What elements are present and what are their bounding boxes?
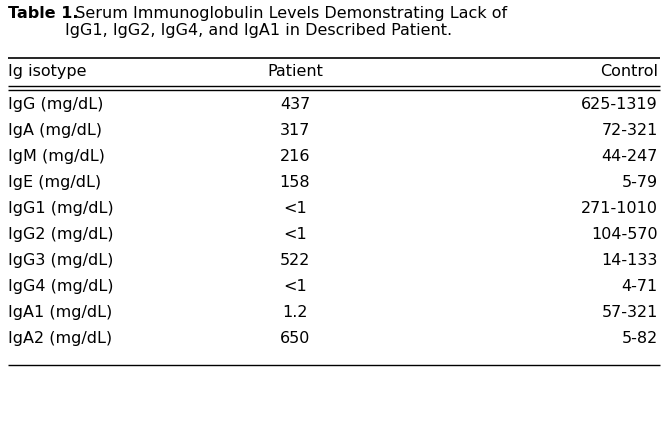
Text: IgG (mg/dL): IgG (mg/dL) [8, 97, 103, 112]
Text: IgE (mg/dL): IgE (mg/dL) [8, 175, 101, 190]
Text: 216: 216 [280, 149, 310, 164]
Text: Ig isotype: Ig isotype [8, 64, 86, 79]
Text: IgG4 (mg/dL): IgG4 (mg/dL) [8, 279, 113, 294]
Text: 5-79: 5-79 [622, 175, 658, 190]
Text: Control: Control [600, 64, 658, 79]
Text: Serum Immunoglobulin Levels Demonstrating Lack of
IgG1, IgG2, IgG4, and IgA1 in : Serum Immunoglobulin Levels Demonstratin… [65, 6, 507, 38]
Text: IgA (mg/dL): IgA (mg/dL) [8, 123, 102, 138]
Text: IgG1 (mg/dL): IgG1 (mg/dL) [8, 201, 114, 216]
Text: Patient: Patient [267, 64, 323, 79]
Text: IgM (mg/dL): IgM (mg/dL) [8, 149, 105, 164]
Text: IgG3 (mg/dL): IgG3 (mg/dL) [8, 253, 113, 268]
Text: 158: 158 [279, 175, 310, 190]
Text: 625-1319: 625-1319 [582, 97, 658, 112]
Text: 437: 437 [280, 97, 310, 112]
Text: 4-71: 4-71 [622, 279, 658, 294]
Text: 5-82: 5-82 [622, 331, 658, 346]
Text: 271-1010: 271-1010 [581, 201, 658, 216]
Text: 522: 522 [280, 253, 310, 268]
Text: IgA2 (mg/dL): IgA2 (mg/dL) [8, 331, 112, 346]
Text: 14-133: 14-133 [602, 253, 658, 268]
Text: 44-247: 44-247 [602, 149, 658, 164]
Text: 72-321: 72-321 [602, 123, 658, 138]
Text: <1: <1 [283, 201, 307, 216]
Text: <1: <1 [283, 279, 307, 294]
Text: IgA1 (mg/dL): IgA1 (mg/dL) [8, 305, 113, 320]
Text: <1: <1 [283, 227, 307, 242]
Text: IgG2 (mg/dL): IgG2 (mg/dL) [8, 227, 113, 242]
Text: 317: 317 [280, 123, 310, 138]
Text: 650: 650 [280, 331, 310, 346]
Text: 104-570: 104-570 [592, 227, 658, 242]
Text: 1.2: 1.2 [282, 305, 308, 320]
Text: Table 1.: Table 1. [8, 6, 78, 21]
Text: 57-321: 57-321 [602, 305, 658, 320]
